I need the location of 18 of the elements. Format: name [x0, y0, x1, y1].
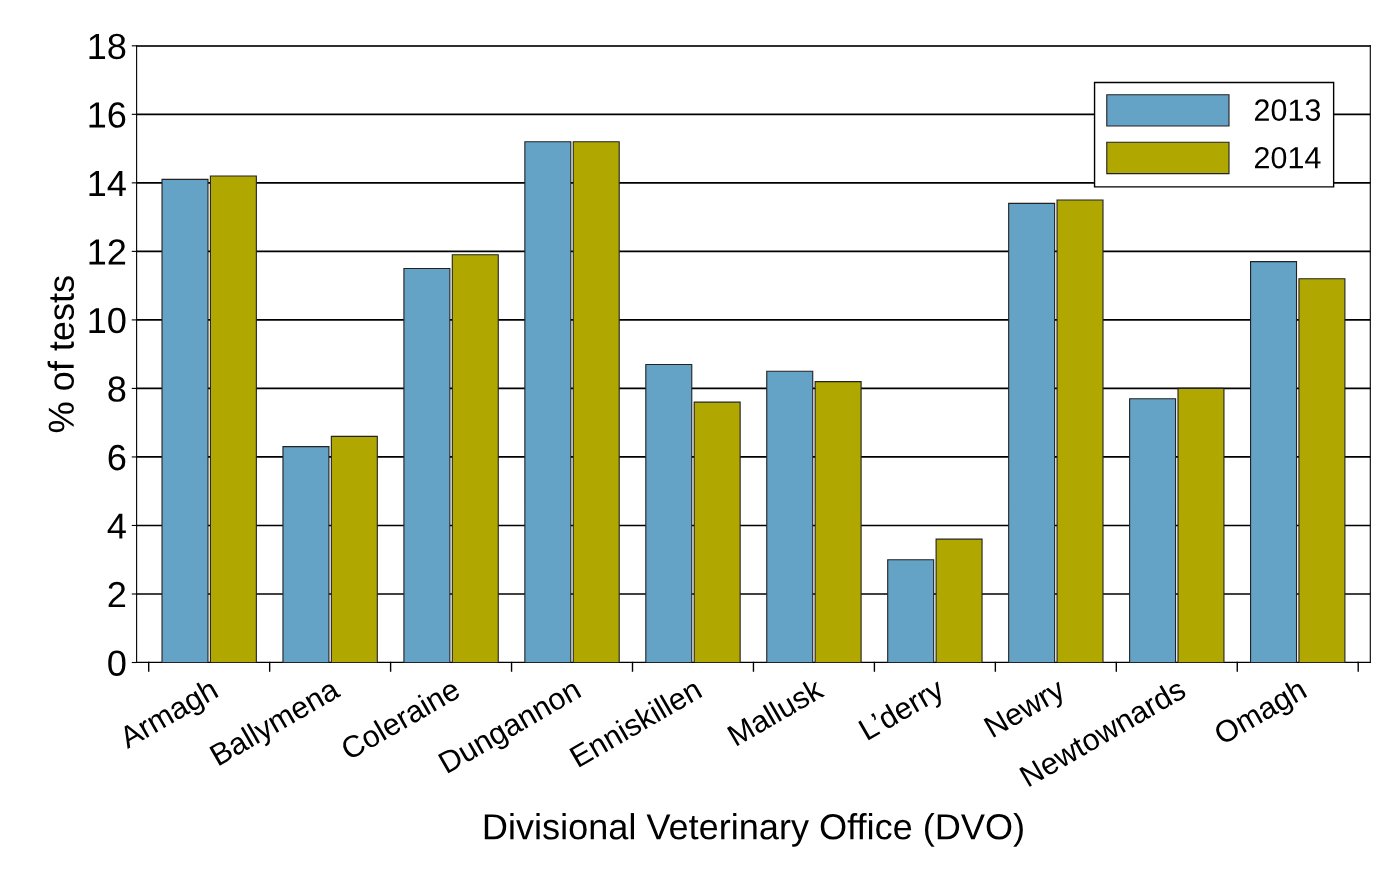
y-tick-label: 8	[108, 376, 126, 402]
y-tick-label: 6	[108, 444, 126, 471]
y-tick-label: 0	[108, 650, 126, 676]
y-tick-label: 12	[89, 239, 126, 265]
x-axis-title: Divisional Veterinary Office (DVO)	[484, 813, 1023, 847]
y-tick-label: 18	[89, 33, 126, 60]
y-tick-label: 16	[89, 102, 126, 128]
bar	[524, 141, 572, 663]
y-tick-label: 4	[107, 513, 126, 539]
y-tick-label: 2	[108, 581, 126, 608]
y-tick-label: 10	[89, 307, 126, 334]
bar	[645, 363, 693, 663]
y-tick-label: 14	[89, 171, 126, 196]
bar	[572, 141, 620, 663]
legend-label: 2013	[1254, 99, 1321, 121]
legend-label: 2014	[1254, 146, 1321, 169]
y-axis-title: % of tests	[47, 276, 75, 433]
bar	[693, 401, 741, 663]
